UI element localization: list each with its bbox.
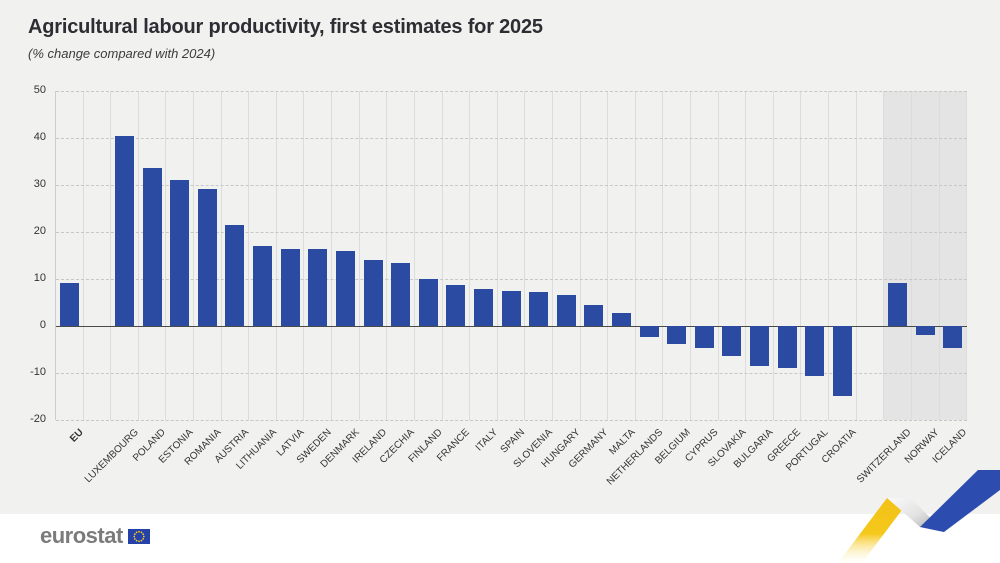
bar-column: [884, 91, 912, 420]
flag-star: [142, 532, 144, 535]
bar: [694, 326, 714, 349]
bar: [805, 326, 825, 376]
bar-column: [387, 91, 415, 420]
ribbon-blue-band: [920, 470, 1000, 532]
y-axis-tick-label: 20: [33, 225, 46, 237]
bar: [225, 224, 245, 326]
x-axis-category-label: EU: [67, 427, 86, 445]
bar-column: [829, 91, 857, 420]
bar-column: [553, 91, 581, 420]
eurostat-logo: eurostat: [40, 525, 150, 547]
bar: [832, 326, 852, 396]
chart-card: Agricultural labour productivity, first …: [0, 0, 1000, 514]
bar-column: [470, 91, 498, 420]
bar: [501, 291, 521, 326]
bar: [529, 291, 549, 326]
plot-area: [55, 91, 968, 421]
bar-column: [304, 91, 333, 420]
bar: [418, 278, 438, 326]
bar: [556, 295, 576, 326]
flag-star: [137, 530, 140, 533]
bar: [943, 326, 963, 348]
bar: [115, 136, 135, 326]
bar: [280, 248, 300, 326]
flag-star: [135, 539, 138, 542]
bar-column: [801, 91, 830, 420]
bar: [777, 326, 797, 368]
x-axis-category-label: ITALY: [473, 427, 500, 454]
bar: [667, 326, 687, 345]
bar-column: [194, 91, 222, 420]
bar: [170, 180, 190, 326]
bar: [308, 249, 328, 326]
bar: [363, 259, 383, 326]
bar: [446, 285, 466, 326]
footer: eurostat: [0, 514, 1000, 563]
bar: [584, 305, 604, 326]
bar: [142, 168, 162, 326]
flag-star: [133, 532, 136, 535]
bar-column: [525, 91, 553, 420]
bar-column: [774, 91, 802, 420]
y-axis-tick-label: -10: [30, 366, 46, 378]
y-axis-tick-label: 40: [33, 131, 46, 143]
flag-star: [133, 535, 135, 537]
eurostat-logo-text: eurostat: [40, 523, 123, 548]
bar: [639, 326, 659, 337]
y-axis-tick-label: -20: [30, 413, 46, 425]
bar: [197, 188, 217, 326]
bar-column: [911, 91, 940, 420]
flag-star: [140, 530, 143, 533]
gap-column: [84, 91, 112, 420]
bar-column: [222, 91, 250, 420]
bar-column: [608, 91, 636, 420]
y-axis-tick-label: 10: [33, 272, 46, 284]
bar-column: [581, 91, 609, 420]
y-axis-tick-label: 30: [33, 178, 46, 190]
bar-column: [277, 91, 305, 420]
flag-star: [137, 539, 140, 542]
plot-columns: [56, 91, 968, 420]
flag-star: [135, 530, 138, 533]
bar-column: [443, 91, 471, 420]
y-axis-tick-label: 50: [33, 84, 46, 96]
bar-column: [332, 91, 360, 420]
bar-column: [691, 91, 719, 420]
y-axis-tick-label: 0: [39, 319, 46, 331]
ribbon-decoration: [838, 470, 1000, 563]
bar-column: [636, 91, 664, 420]
bar-column: [719, 91, 747, 420]
bar: [253, 246, 273, 326]
bar: [915, 326, 935, 335]
bar: [611, 313, 631, 326]
bar: [473, 288, 493, 326]
bar-column: [939, 91, 968, 420]
bar: [750, 326, 770, 366]
flag-star: [142, 537, 144, 540]
bar-column: [415, 91, 443, 420]
page-subtitle: (% change compared with 2024): [28, 46, 216, 61]
gap-column: [857, 91, 885, 420]
bar-column: [166, 91, 195, 420]
bar-column: [56, 91, 84, 420]
bar: [888, 282, 908, 326]
bar-column: [360, 91, 388, 420]
bar-column: [663, 91, 692, 420]
flag-star: [133, 537, 136, 540]
bar-column: [111, 91, 139, 420]
flag-star: [140, 539, 143, 542]
bar: [391, 262, 411, 327]
bar-column: [139, 91, 167, 420]
bar-column: [498, 91, 526, 420]
bar-column: [746, 91, 774, 420]
flag-star: [142, 535, 145, 537]
bar: [722, 326, 742, 357]
bar: [59, 282, 79, 326]
eu-flag-icon: [127, 528, 150, 544]
ribbon-yellow-band: [838, 498, 911, 563]
bar: [335, 251, 355, 326]
bar-column: [249, 91, 277, 420]
page-title: Agricultural labour productivity, first …: [28, 16, 543, 38]
